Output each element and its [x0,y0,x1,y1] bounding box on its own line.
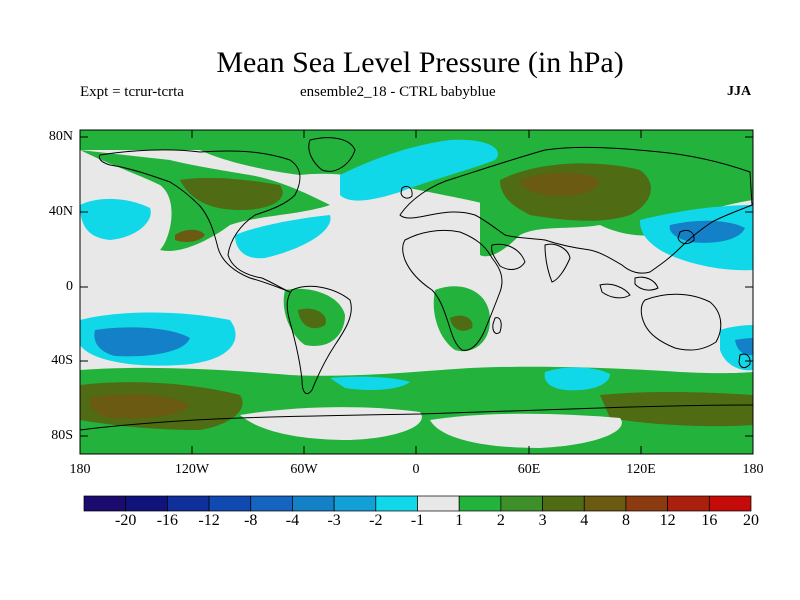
colorbar-tick-label: 1 [455,512,464,529]
uk-outline [400,185,413,199]
australia-outline [640,293,722,351]
colorbar-tick-label: 2 [496,512,505,529]
longitude-label: 180 [742,462,764,477]
olive-region [298,308,326,329]
colorbar-swatch [333,495,377,512]
colorbar-swatch [500,495,543,512]
blue-region [669,220,745,243]
colorbar-tick-label: -2 [369,512,383,529]
eurasia-outline [399,146,753,274]
africa-outline [402,229,503,351]
colorbar-swatch [625,495,668,512]
cyan-region [720,325,753,371]
olive-region [450,315,473,331]
colorbar-swatch [583,495,627,512]
olive-region [600,391,753,427]
india-outline [544,243,571,283]
brown-region [175,229,205,243]
colorbar-tick-label: -12 [198,512,220,529]
neutral-region [240,407,422,440]
latitude-label: 80N [48,129,73,144]
neutral-region [430,413,622,448]
blue-region [735,338,753,356]
longitude-label: 60E [517,462,541,477]
colorbar-tick-label: 12 [659,512,676,529]
anomaly-fields [80,130,753,454]
japan-outline [677,229,695,245]
colorbar-tick-label: -3 [327,512,341,529]
se-asia-islands-outline [599,283,631,299]
colorbar-tick-label: 16 [701,512,718,529]
ensemble-label: ensemble2_18 - CTRL babyblue [300,84,496,100]
colorbar-tick-label: 3 [538,512,547,529]
longitude-label: 120E [626,462,656,477]
colorbar-swatch [125,495,168,512]
longitude-label: 60W [290,462,318,477]
colorbar-swatch [250,495,293,512]
arabia-outline [491,243,526,270]
colorbar-swatch [292,495,335,512]
north-america-outline [98,149,301,293]
colorbar-swatch [542,495,585,512]
cyan-region [80,198,151,240]
greenland-outline [308,137,356,172]
colorbar-swatch [208,495,252,512]
season-label: JJA [727,84,752,99]
colorbar-swatch [458,495,502,512]
south-america-outline [286,285,352,395]
colorbar-tick-label: -4 [285,512,300,529]
colorbar-tick-label: 20 [743,512,759,529]
brown-region [89,394,190,419]
continent-outlines [79,137,754,431]
colorbar-tick-label: -8 [244,512,258,529]
longitude-label: 0 [412,462,420,477]
colorbar-tick-label: 8 [621,512,630,529]
colorbar-swatch [83,495,127,512]
se-asia-islands-outline [634,276,659,291]
colorbar-swatch [667,495,710,512]
cyan-region [235,215,331,259]
blue-region [94,327,190,357]
antarctica-outline [79,404,754,431]
new-zealand-outline [738,353,751,369]
colorbar-tick-label: -20 [115,512,137,529]
latitude-label: 40N [48,204,73,219]
colorbar [83,495,752,512]
colorbar-swatch [167,495,210,512]
cyan-region [544,367,610,391]
cyan-region [340,139,498,201]
colorbar-swatch [708,495,752,512]
experiment-label: Expt = tcrur-tcrta [80,84,184,100]
colorbar-tick-label: 4 [580,512,589,529]
longitude-label: 120W [174,462,210,477]
colorbar-swatch [375,495,418,512]
colorbar-tick-label: -16 [156,512,179,529]
brown-region [520,172,600,197]
longitude-label: 180 [69,462,91,477]
latitude-label: 0 [66,279,73,294]
latitude-label: 40S [51,353,73,368]
colorbar-tick-label: -1 [410,512,425,529]
cyan-region [330,376,410,390]
axis-ticks [79,130,754,454]
madagascar-outline [492,317,502,335]
latitude-label: 80S [51,428,73,443]
olive-region [180,177,283,210]
chart-title: Mean Sea Level Pressure (in hPa) [216,46,624,79]
colorbar-swatch [417,495,460,512]
